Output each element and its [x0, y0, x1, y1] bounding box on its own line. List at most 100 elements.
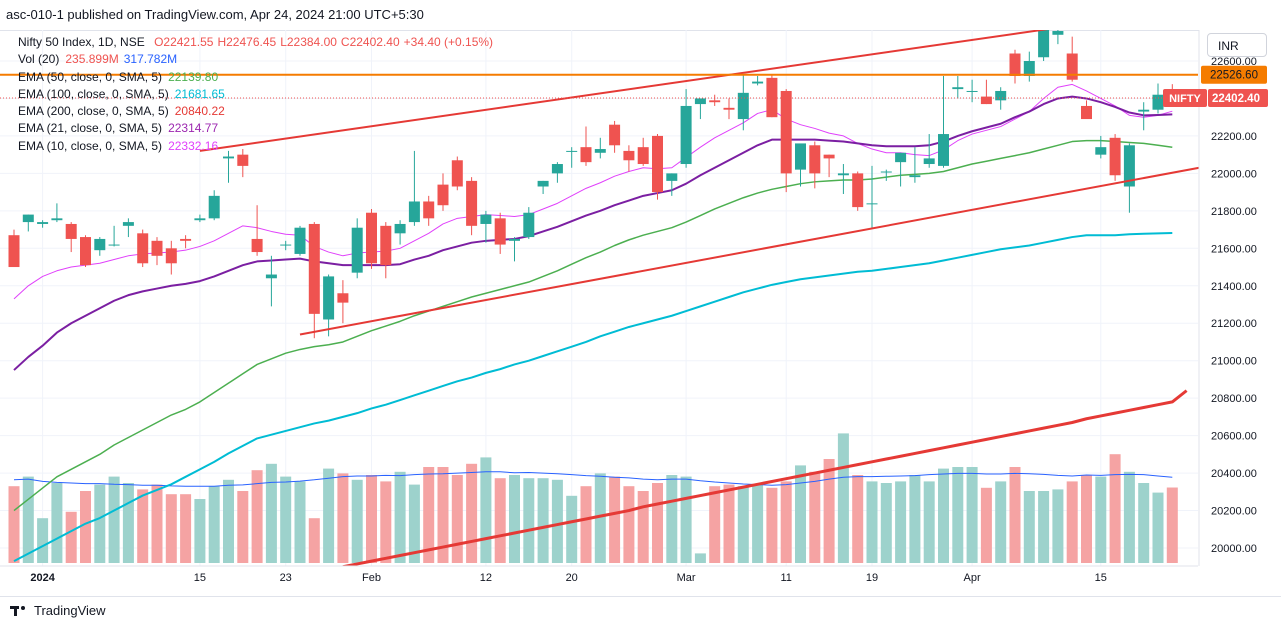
volume-bar [65, 511, 77, 563]
tradingview-logo[interactable]: TradingView [10, 603, 106, 618]
volume-bar [494, 478, 506, 563]
candle-body [137, 233, 149, 264]
candle-body [423, 201, 435, 219]
price-tick-label: 20800.00 [1211, 393, 1257, 405]
ma-line-ema100 [13, 232, 1173, 562]
volume-bar [880, 483, 892, 563]
chart-legend: Nifty 50 Index, 1D, NSE O22421.55 H22476.… [18, 34, 497, 155]
candle-body [380, 225, 392, 266]
legend-symbol[interactable]: Nifty 50 Index, 1D, NSE [18, 35, 145, 49]
volume-bar [666, 475, 678, 563]
legend-indicator-row[interactable]: EMA (10, close, 0, SMA, 5) 22332.16 [18, 138, 497, 155]
candle-body [1123, 145, 1135, 187]
volume-bar [8, 486, 20, 563]
resistance-price-tag [1201, 65, 1267, 84]
volume-bar [594, 473, 606, 563]
candle-body [523, 212, 535, 238]
volume-bar [551, 479, 563, 563]
candle-body [80, 237, 91, 266]
candle-body [566, 150, 578, 152]
volume-bar [423, 467, 435, 563]
volume-bar [652, 483, 663, 563]
ma-line-ema200 [342, 389, 1188, 569]
volume-bar [709, 486, 721, 563]
legend-symbol-row: Nifty 50 Index, 1D, NSE O22421.55 H22476.… [18, 34, 497, 51]
candle-body [551, 164, 563, 174]
volume-bar [766, 487, 778, 563]
ma-line-ema21 [13, 95, 1173, 371]
time-tick-label: Feb [362, 572, 381, 584]
volume-bar [1052, 489, 1064, 563]
candle-body [208, 195, 220, 219]
volume-bar [223, 479, 234, 563]
volume-bar [22, 476, 34, 563]
candle-body [480, 214, 492, 224]
volume-bar [694, 553, 706, 563]
legend-indicator-row[interactable]: EMA (100, close, 0, SMA, 5) 21681.65 [18, 86, 497, 103]
legend-indicator-name: EMA (100, close, 0, SMA, 5) [18, 86, 169, 101]
volume-bar [251, 470, 263, 563]
candle-body [537, 180, 549, 187]
candle-body [1095, 147, 1107, 155]
legend-indicator-value: 22332.16 [168, 138, 219, 153]
candle-body [351, 227, 363, 273]
legend-indicator-value: 22139.80 [168, 69, 219, 84]
volume-bar [852, 475, 864, 563]
price-chart[interactable]: 20000.00 20200.00 20400.00 20600.00 20800.00… [0, 30, 1281, 596]
header-bar: asc-010-1 published on TradingView.com, … [0, 0, 1281, 31]
volume-bar [580, 486, 592, 563]
legend-ohlc-c: C22402.40 [340, 35, 400, 49]
volume-bar [1138, 483, 1150, 563]
legend-ohlc: O22421.55 H22476.45 L22384.00 C22402.40 +34.… [154, 35, 497, 49]
resistance-price-label: 22526.60 [1210, 70, 1258, 82]
candle-body [923, 158, 935, 165]
candle-body [37, 222, 49, 224]
candle-body [752, 81, 764, 84]
legend-indicator-name: EMA (200, close, 0, SMA, 5) [18, 104, 169, 119]
volume-bar [895, 481, 907, 563]
time-tick-label: 20 [566, 572, 578, 584]
candle-body [580, 147, 592, 163]
volume-bar [1152, 492, 1164, 563]
currency-button[interactable]: INR [1207, 33, 1267, 57]
volume-bar [1066, 481, 1078, 563]
volume-bar [437, 467, 449, 563]
volume-bar [466, 463, 478, 563]
legend-indicator-row[interactable]: EMA (21, close, 0, SMA, 5) 22314.77 [18, 120, 497, 137]
volume-bar [294, 481, 306, 563]
legend-indicator-name: Vol (20) [18, 52, 60, 67]
volume-bar [323, 468, 335, 563]
volume-bar [1095, 476, 1107, 563]
volume-bar [80, 491, 91, 563]
candle-body [1009, 53, 1021, 76]
legend-indicator-value: 317.782M [123, 52, 178, 67]
price-tick-label: 20200.00 [1211, 506, 1257, 518]
candle-body [694, 98, 706, 105]
candle-body [980, 96, 992, 105]
symbol-tag-label: NIFTY [1169, 93, 1201, 105]
time-tick-label: 15 [194, 572, 206, 584]
volume-bar [194, 499, 206, 563]
volume-bar [737, 486, 749, 563]
candle-body [94, 238, 106, 251]
candle-body [251, 238, 263, 253]
candle-body [151, 240, 163, 256]
candle-body [394, 223, 406, 234]
legend-indicator-value: 235.899M [65, 52, 119, 67]
candle-body [265, 274, 277, 279]
volume-bar [37, 518, 49, 563]
price-tick-label: 21400.00 [1211, 281, 1257, 293]
volume-bar [980, 487, 992, 563]
price-tick-label: 21200.00 [1211, 318, 1257, 330]
candle-body [866, 203, 878, 205]
candle-body [780, 90, 792, 174]
time-tick-label: 2024 [30, 572, 55, 584]
candle-body [65, 223, 77, 239]
candle-body [995, 90, 1007, 101]
legend-indicator-name: EMA (10, close, 0, SMA, 5) [18, 138, 163, 153]
volume-bar [952, 467, 964, 563]
legend-indicator-row[interactable]: Vol (20) 235.899M 317.782M [18, 51, 497, 68]
legend-indicator-row[interactable]: EMA (200, close, 0, SMA, 5) 20840.22 [18, 103, 497, 120]
candle-body [180, 238, 192, 241]
legend-indicator-row[interactable]: EMA (50, close, 0, SMA, 5) 22139.80 [18, 69, 497, 86]
